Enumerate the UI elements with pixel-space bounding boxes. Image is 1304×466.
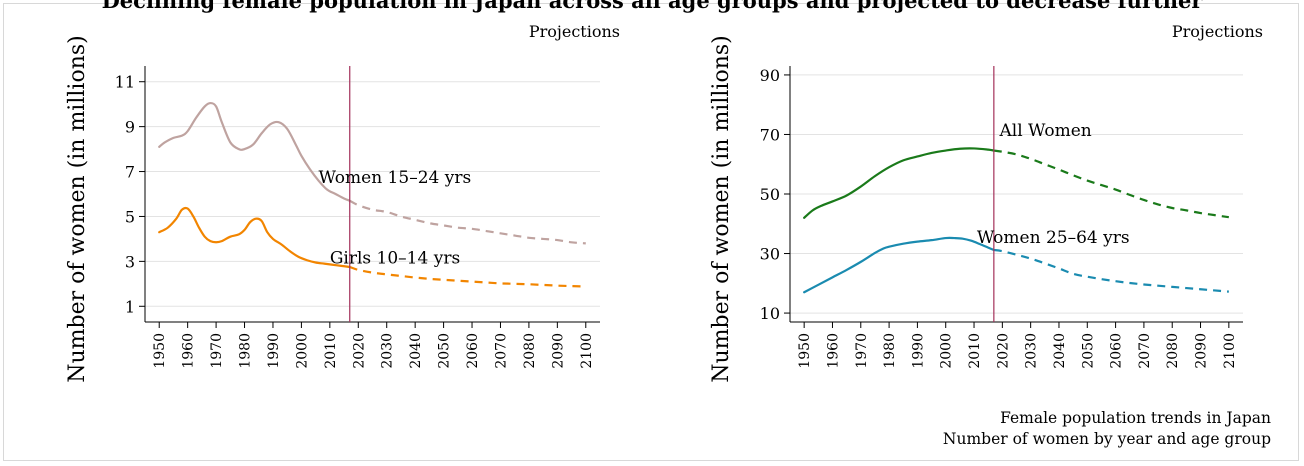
x-tick-label: 1990 [266, 333, 282, 369]
x-tick-label: 1970 [209, 333, 225, 369]
y-tick-label: 70 [760, 125, 780, 144]
x-tick-label: 1990 [910, 333, 926, 369]
x-tick-label: 1960 [825, 333, 841, 369]
chart-panel-2: 10 30 50 70 90 1950 1960 1970 1980 1990 2000 2010 20… [709, 22, 1263, 383]
x-tick-label: 2100 [579, 333, 595, 369]
y-tick-label: 30 [760, 245, 780, 264]
y-tick-label: 9 [125, 118, 135, 137]
series-line-historical [158, 101, 351, 202]
x-tick-label: 2000 [939, 333, 955, 369]
caption-line-1: Female population trends in Japan [1000, 409, 1271, 427]
figure-frame [3, 3, 1299, 461]
y-axis-title: Number of women (in millions) [709, 35, 734, 382]
y-tick-label: 5 [125, 207, 135, 226]
series-line-historical [803, 236, 995, 294]
series-line-projection [993, 248, 1229, 293]
x-tick-label: 2040 [408, 333, 424, 369]
figure-title: Declining female population in Japan acr… [101, 0, 1203, 13]
x-tick-label: 1980 [238, 333, 254, 369]
x-tick-label: 2070 [493, 333, 509, 369]
x-tick-label: 2080 [1165, 333, 1181, 369]
y-tick-label: 90 [760, 66, 780, 85]
x-tick-label: 2050 [1080, 333, 1096, 369]
projections-label: Projections [529, 22, 620, 41]
series-label: Girls 10–14 yrs [330, 249, 460, 269]
series-label: Women 25–64 yrs [977, 228, 1130, 248]
series-line-historical [158, 206, 351, 269]
chart-panel-1: 1 3 5 7 9 11 1950 1960 1970 1980 1990 2000 2010 2020 2… [65, 22, 620, 383]
y-tick-label: 3 [125, 252, 135, 271]
y-axis-title: Number of women (in millions) [65, 35, 90, 382]
series-line-historical [803, 147, 995, 219]
y-tick-label: 10 [760, 304, 780, 323]
x-tick-label: 2030 [1024, 333, 1040, 369]
series-label: All Women [999, 121, 1092, 141]
x-tick-label: 2020 [351, 333, 367, 369]
x-tick-label: 2020 [995, 333, 1011, 369]
y-tick-label: 7 [125, 163, 135, 182]
x-tick-label: 2060 [465, 333, 481, 369]
x-tick-label: 2080 [522, 333, 538, 369]
x-tick-label: 1950 [152, 333, 168, 369]
x-tick-label: 2090 [1194, 333, 1210, 369]
series-line-projection [349, 265, 586, 288]
caption-line-2: Number of women by year and age group [942, 430, 1271, 448]
figure-banner: Declining female population in Japan acr… [0, 0, 1304, 16]
x-tick-label: 1980 [882, 333, 898, 369]
x-tick-label: 1970 [854, 333, 870, 369]
x-tick-label: 1960 [181, 333, 197, 369]
series-line-projection [993, 149, 1230, 219]
projections-label: Projections [1172, 22, 1263, 41]
x-tick-label: 2040 [1052, 333, 1068, 369]
x-tick-label: 1950 [797, 333, 813, 369]
y-tick-label: 1 [125, 297, 135, 316]
x-tick-label: 2010 [323, 333, 339, 369]
series-line-projection [349, 199, 586, 245]
x-tick-label: 2090 [550, 333, 566, 369]
x-tick-label: 2030 [380, 333, 396, 369]
y-tick-label: 50 [760, 185, 780, 204]
x-tick-label: 2070 [1137, 333, 1153, 369]
y-tick-label: 11 [115, 73, 135, 92]
figure-caption: Female population trends in Japan Number… [943, 408, 1271, 450]
series-label: Women 15–24 yrs [318, 168, 471, 188]
x-tick-label: 2100 [1222, 333, 1238, 369]
x-tick-label: 2010 [967, 333, 983, 369]
x-tick-label: 2050 [437, 333, 453, 369]
x-tick-label: 2060 [1109, 333, 1125, 369]
x-tick-label: 2000 [294, 333, 310, 369]
